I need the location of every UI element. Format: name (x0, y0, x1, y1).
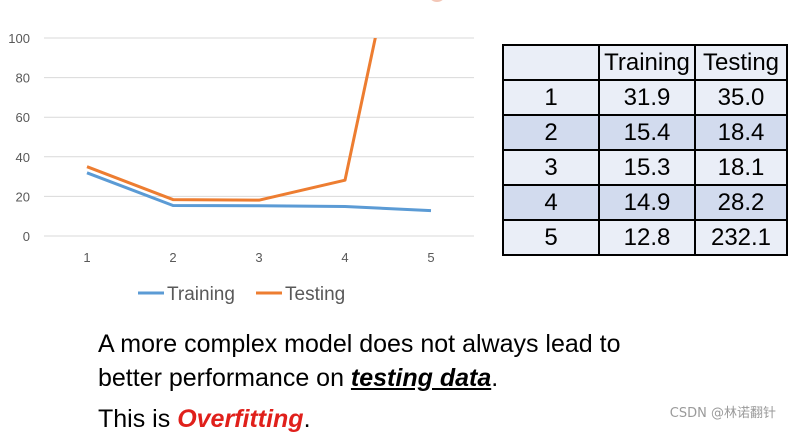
caption-emphasis-testing-data: testing data (350, 364, 492, 392)
table-header-testing: Testing (694, 44, 788, 81)
table-cell: 12.8 (598, 219, 696, 256)
table-row: 1 31.9 35.0 (502, 79, 788, 116)
table-cell: 15.3 (598, 149, 696, 186)
x-tick-label: 3 (255, 250, 262, 265)
table-row: 2 15.4 18.4 (502, 114, 788, 151)
y-tick-label: 20 (16, 189, 30, 204)
table-row: 3 15.3 18.1 (502, 149, 788, 186)
watermark: CSDN @林诺翻针 (669, 406, 776, 421)
table-cell: 31.9 (598, 79, 696, 116)
table-header-cell (502, 44, 600, 81)
table-cell: 28.2 (694, 184, 788, 221)
table-row: 5 12.8 232.1 (502, 219, 788, 256)
x-tick-label: 4 (341, 250, 348, 265)
series-line-testing (86, 38, 377, 202)
table-cell: 15.4 (598, 114, 696, 151)
series-line-training (86, 171, 432, 213)
caption-line-3: This is Overfitting. (98, 405, 311, 434)
table-row: 4 14.9 28.2 (502, 184, 788, 221)
caption-line-3-suffix: . (303, 405, 311, 433)
y-tick-label: 0 (23, 229, 30, 244)
caption-line-1: A more complex model does not always lea… (98, 330, 621, 358)
results-table: Training Testing 1 31.9 35.0 2 15.4 18.4… (502, 44, 788, 256)
y-tick-label: 60 (16, 110, 30, 125)
y-axis-ticks: 0 20 40 60 80 100 (8, 31, 30, 244)
table-cell: 4 (502, 184, 600, 221)
caption-line-2: better performance on testing data. (98, 364, 498, 393)
legend-label-testing: Testing (285, 284, 345, 305)
decorative-mark (430, 0, 444, 2)
caption-emphasis-overfitting: Overfitting (177, 405, 304, 433)
table-cell: 2 (502, 114, 600, 151)
y-tick-label: 80 (16, 71, 30, 86)
chart-legend: Training Testing (138, 284, 345, 305)
caption-line-2-suffix: . (491, 364, 499, 392)
table-cell: 18.4 (694, 114, 788, 151)
chart-series (86, 38, 432, 213)
table-header-row: Training Testing (502, 44, 788, 81)
table-cell: 14.9 (598, 184, 696, 221)
line-chart: 0 20 40 60 80 100 1 2 3 4 5 Training Testing (8, 31, 474, 305)
table-cell: 232.1 (694, 219, 788, 256)
table-cell: 1 (502, 79, 600, 116)
table-header-training: Training (598, 44, 696, 81)
x-tick-label: 5 (427, 250, 434, 265)
table-cell: 5 (502, 219, 600, 256)
legend-label-training: Training (167, 284, 235, 305)
y-tick-label: 100 (8, 31, 30, 46)
y-tick-label: 40 (16, 150, 30, 165)
x-axis-ticks: 1 2 3 4 5 (83, 250, 434, 265)
table-cell: 18.1 (694, 149, 788, 186)
chart-gridlines (44, 37, 474, 237)
caption-line-3-prefix: This is (98, 405, 178, 433)
table-cell: 35.0 (694, 79, 788, 116)
caption-line-2-prefix: better performance on (98, 364, 351, 392)
table-cell: 3 (502, 149, 600, 186)
x-tick-label: 1 (83, 250, 90, 265)
x-tick-label: 2 (169, 250, 176, 265)
